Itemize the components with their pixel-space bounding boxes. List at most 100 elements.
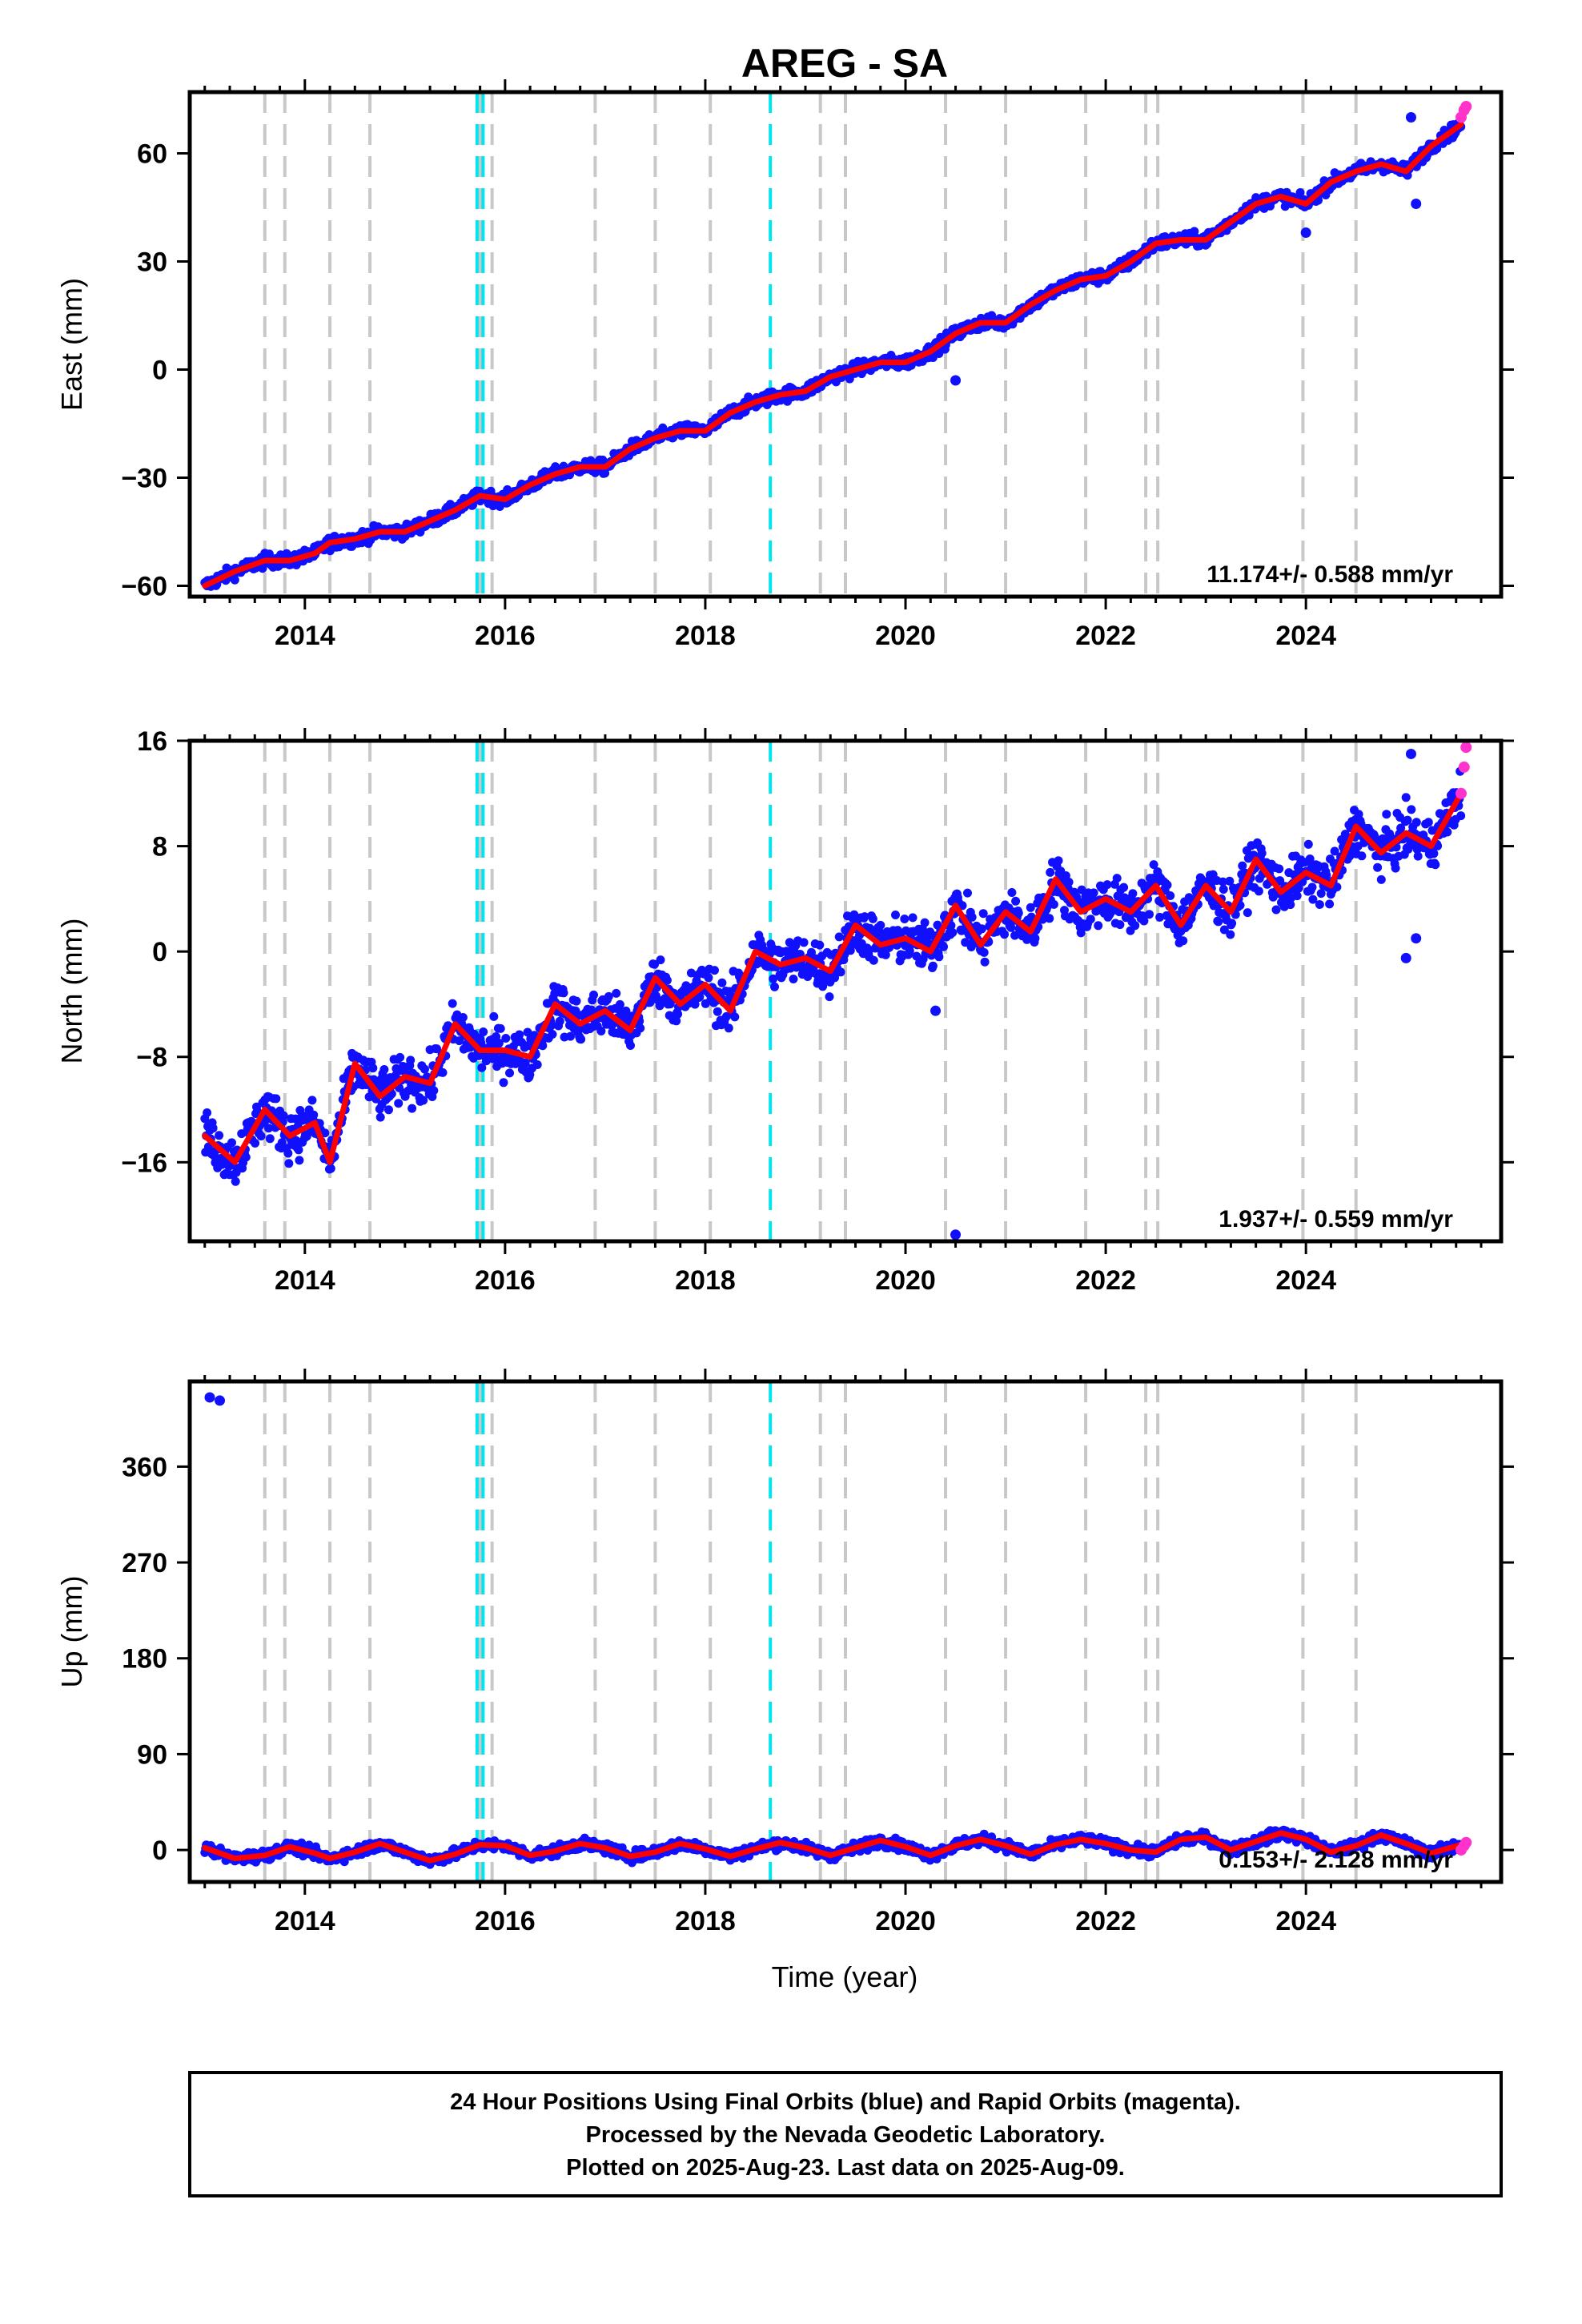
- y-axis-label: North (mm): [55, 919, 88, 1064]
- final-orbit-point: [1411, 818, 1421, 827]
- final-orbit-point: [432, 1044, 441, 1054]
- x-tick-label: 2024: [1275, 621, 1336, 651]
- final-orbit-point: [479, 1027, 488, 1036]
- final-orbit-point: [566, 1031, 575, 1041]
- final-orbit-point: [1407, 805, 1416, 814]
- final-orbit-point: [1145, 910, 1154, 919]
- final-orbit-point: [1049, 899, 1058, 909]
- final-orbit-point: [489, 1011, 499, 1021]
- y-tick-label: 0: [152, 937, 167, 967]
- final-orbit-point: [626, 1041, 635, 1050]
- final-orbit-point: [1030, 934, 1040, 943]
- final-orbit-point: [650, 959, 659, 969]
- final-orbit-point: [326, 1164, 335, 1173]
- final-orbit-point: [1286, 900, 1295, 910]
- final-orbit-point: [1456, 811, 1466, 821]
- final-orbit-point: [1178, 936, 1188, 946]
- final-orbit-point: [1045, 914, 1054, 923]
- final-orbit-point: [881, 950, 890, 959]
- final-orbit-point: [203, 1108, 212, 1117]
- y-tick-label: −16: [121, 1148, 167, 1178]
- model-fit-line: [202, 122, 1464, 589]
- final-orbit-point: [912, 951, 921, 961]
- outlier-point: [1400, 952, 1411, 963]
- final-orbit-point: [1316, 889, 1326, 899]
- model-fit-line: [202, 790, 1464, 1165]
- final-orbit-point: [1303, 839, 1313, 849]
- final-orbit-point: [532, 1060, 542, 1069]
- final-orbit-point: [477, 1063, 487, 1072]
- final-orbit-point: [1254, 887, 1263, 896]
- final-orbit-point: [1226, 930, 1235, 939]
- final-orbit-point: [505, 1068, 514, 1078]
- final-orbit-point: [1064, 878, 1074, 887]
- final-orbit-point: [673, 1009, 683, 1019]
- x-tick-label: 2016: [475, 1265, 536, 1296]
- rate-label: 1.937+/- 0.559 mm/yr: [1219, 1206, 1453, 1232]
- final-orbit-point: [1238, 861, 1247, 870]
- final-orbit-point: [1089, 888, 1098, 898]
- final-orbit-point: [548, 1030, 557, 1039]
- final-orbit-point: [1011, 896, 1021, 906]
- final-orbit-point: [1014, 908, 1023, 918]
- final-orbit-point: [265, 1134, 275, 1144]
- final-orbit-point: [231, 1176, 240, 1186]
- x-tick-label: 2022: [1075, 621, 1136, 651]
- final-orbit-point: [1396, 823, 1406, 833]
- final-orbit-point: [928, 961, 938, 971]
- final-orbit-point: [672, 1016, 681, 1026]
- final-orbit-point: [1086, 915, 1095, 924]
- final-orbit-point: [1243, 908, 1252, 918]
- final-orbit-point: [621, 1006, 631, 1015]
- final-orbit-point: [1271, 905, 1281, 915]
- x-tick-label: 2016: [475, 621, 536, 651]
- final-orbit-point: [612, 988, 621, 998]
- final-orbit-point: [695, 992, 705, 1002]
- final-orbit-point: [1102, 880, 1112, 890]
- final-orbit-point: [1227, 919, 1237, 928]
- final-orbit-point: [1046, 867, 1055, 877]
- final-orbit-point: [948, 928, 958, 937]
- final-orbit-point: [834, 932, 844, 942]
- final-orbit-point: [1007, 888, 1017, 897]
- final-orbit-point: [1401, 793, 1411, 802]
- final-orbit-point: [1166, 891, 1175, 900]
- final-orbit-point: [908, 913, 917, 923]
- final-orbit-point: [1443, 827, 1452, 837]
- final-orbit-point: [920, 918, 930, 927]
- final-orbit-point: [320, 1128, 330, 1138]
- final-orbit-point: [900, 915, 909, 923]
- final-orbit-point: [769, 974, 778, 983]
- final-orbit-point: [339, 1857, 349, 1867]
- final-orbit-point: [934, 952, 944, 962]
- final-orbit-point: [515, 1030, 524, 1039]
- final-orbit-point: [860, 912, 869, 922]
- x-tick-label: 2020: [875, 621, 936, 651]
- final-orbit-point: [836, 967, 845, 977]
- final-orbit-point: [604, 991, 613, 1001]
- rapid-orbit-point: [1460, 742, 1472, 754]
- final-orbit-point: [309, 1110, 319, 1120]
- final-orbit-point: [283, 1148, 293, 1158]
- final-orbit-point: [980, 957, 990, 967]
- final-orbit-point: [1322, 870, 1331, 880]
- final-orbit-point: [1139, 916, 1149, 926]
- final-orbit-point: [713, 1007, 722, 1016]
- final-orbit-point: [496, 1023, 505, 1033]
- final-orbit-point: [1077, 885, 1086, 895]
- final-orbit-point: [596, 1027, 606, 1035]
- final-orbit-point: [1332, 883, 1342, 892]
- final-orbit-point: [869, 955, 878, 965]
- final-orbit-point: [1112, 874, 1122, 883]
- final-orbit-point: [1149, 860, 1158, 870]
- rate-label: 11.174+/- 0.588 mm/yr: [1207, 561, 1453, 588]
- final-orbit-point: [1391, 863, 1400, 873]
- y-axis-label: East (mm): [55, 278, 88, 411]
- final-orbit-point: [656, 955, 665, 965]
- final-orbit-point: [891, 911, 900, 919]
- final-orbit-point: [978, 909, 988, 919]
- final-orbit-point: [429, 1086, 439, 1096]
